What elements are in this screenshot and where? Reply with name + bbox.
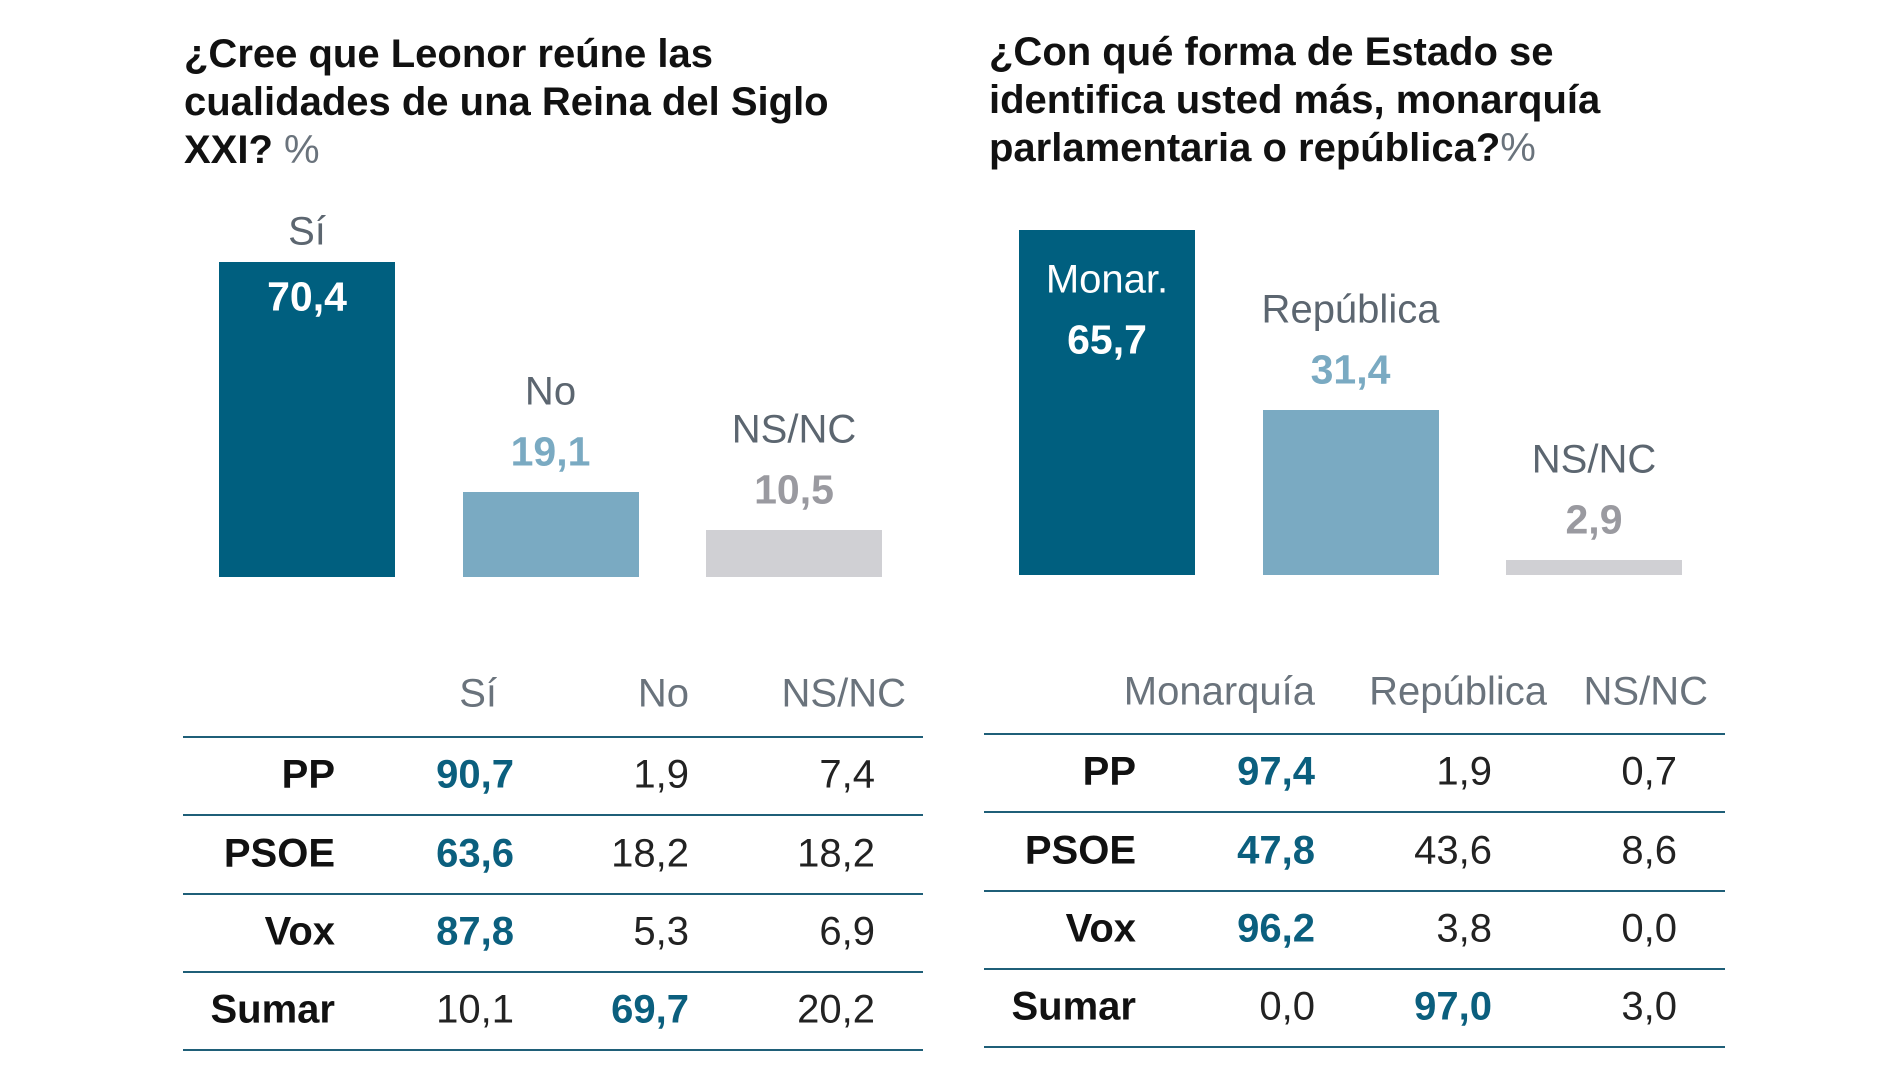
table-cell: 20,2 [797,987,875,1032]
title-line: cualidades de una Reina del Siglo [184,80,829,124]
table-cell: 18,2 [611,831,689,875]
unit-label: % [1500,126,1536,170]
table-cell: 96,2 [1237,906,1315,951]
table-rule [183,1049,923,1051]
title-line: XXI? [184,128,273,172]
right-chart-title: ¿Con qué forma de Estado se identifica u… [989,28,1600,172]
title-line: identifica usted más, monarquía [989,78,1601,122]
category-label: Sí [288,209,326,254]
bar-2 [1506,559,1682,575]
party-label: PSOE [1024,828,1136,872]
table-cell: 97,4 [1237,749,1315,794]
bar-0 [1019,230,1195,575]
table-cell: 0,0 [1259,984,1315,1029]
table-cell: 63,6 [436,831,514,875]
data-label: 70,4 [267,273,347,320]
table-rule [984,890,1725,892]
title-line: ¿Con qué forma de Estado se [989,30,1554,74]
table-cell: 10,1 [436,987,514,1032]
title-line: parlamentaria o república? [989,126,1501,170]
unit-label: % [272,128,320,172]
bar-1 [1262,410,1439,575]
party-label: PSOE [223,831,335,875]
left-chart-title: ¿Cree que Leonor reúne las cualidades de… [184,30,829,174]
table-cell: 1,9 [633,752,689,797]
category-label: República [1261,287,1440,332]
table-header: NS/NC [1583,669,1708,714]
table-rule [984,733,1725,735]
table-cell: 6,9 [819,909,875,954]
category-label: Monar. [1045,257,1169,302]
table-rule [183,971,923,973]
table-header: Sí [459,671,497,716]
table-cell: 1,9 [1436,749,1492,794]
party-label: Sumar [1011,984,1137,1029]
table-rule [984,968,1725,970]
party-label: Sumar [210,987,336,1032]
category-label: NS/NC [1531,437,1657,482]
table-cell: 47,8 [1237,828,1315,872]
table-rule [984,811,1725,813]
table-header: No [637,671,689,716]
data-label: 2,9 [1565,496,1623,543]
table-cell: 0,0 [1621,906,1677,951]
table-cell: 3,0 [1621,984,1677,1029]
table-cell: 18,2 [797,831,875,875]
table-cell: 7,4 [819,752,875,797]
table-header: Monarquía [1123,669,1315,714]
bar-0 [219,262,395,577]
data-label: 65,7 [1067,316,1147,363]
table-rule [183,736,923,738]
data-label: 10,5 [754,466,834,513]
table-cell: 3,8 [1436,906,1492,951]
table-cell: 69,7 [611,987,689,1032]
bar-1 [462,491,639,577]
table-cell: 90,7 [436,752,514,797]
data-label: 19,1 [510,428,591,475]
table-rule [183,814,923,816]
data-label: 31,4 [1310,346,1391,393]
party-label: Vox [264,909,335,954]
title-line: ¿Cree que Leonor reúne las [184,32,714,76]
party-label: PP [281,752,335,797]
table-cell: 97,0 [1414,984,1492,1029]
party-label: PP [1082,749,1136,794]
table-header: NS/NC [781,671,906,716]
category-label: No [524,369,577,414]
table-cell: 43,6 [1414,828,1492,872]
table-cell: 87,8 [436,909,514,954]
bar-2 [706,530,882,577]
table-cell: 5,3 [633,909,689,954]
table-cell: 0,7 [1621,749,1677,794]
table-cell: 8,6 [1621,828,1677,872]
category-label: NS/NC [731,407,857,452]
table-header: República [1369,669,1547,714]
party-label: Vox [1065,906,1136,951]
table-rule [183,893,923,895]
table-rule [984,1046,1725,1048]
